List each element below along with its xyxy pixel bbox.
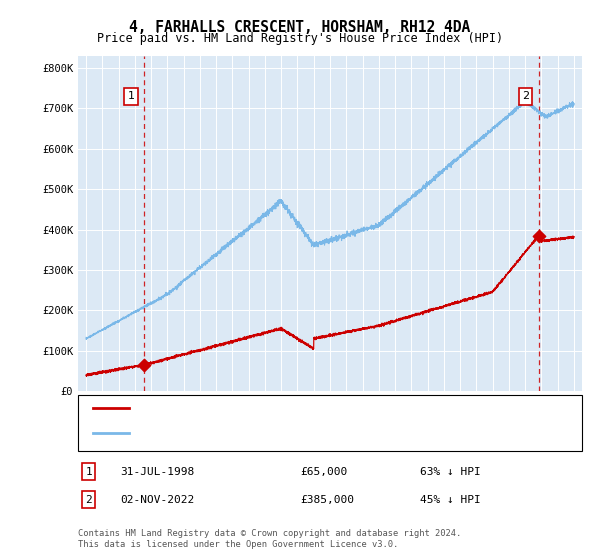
- Text: 31-JUL-1998: 31-JUL-1998: [120, 466, 194, 477]
- Text: 02-NOV-2022: 02-NOV-2022: [120, 494, 194, 505]
- Text: 1: 1: [85, 466, 92, 477]
- Text: 4, FARHALLS CRESCENT, HORSHAM, RH12 4DA (detached house): 4, FARHALLS CRESCENT, HORSHAM, RH12 4DA …: [138, 403, 488, 413]
- Text: Price paid vs. HM Land Registry's House Price Index (HPI): Price paid vs. HM Land Registry's House …: [97, 32, 503, 45]
- Point: [534, 231, 544, 240]
- Text: 45% ↓ HPI: 45% ↓ HPI: [420, 494, 481, 505]
- Text: £65,000: £65,000: [300, 466, 347, 477]
- Text: 4, FARHALLS CRESCENT, HORSHAM, RH12 4DA: 4, FARHALLS CRESCENT, HORSHAM, RH12 4DA: [130, 20, 470, 35]
- Text: HPI: Average price, detached house, Horsham: HPI: Average price, detached house, Hors…: [138, 428, 407, 438]
- Text: Contains HM Land Registry data © Crown copyright and database right 2024.
This d: Contains HM Land Registry data © Crown c…: [78, 529, 461, 549]
- Text: 1: 1: [128, 91, 135, 101]
- Point: [140, 361, 149, 370]
- Text: 63% ↓ HPI: 63% ↓ HPI: [420, 466, 481, 477]
- Text: £385,000: £385,000: [300, 494, 354, 505]
- Text: 2: 2: [522, 91, 529, 101]
- Text: 2: 2: [85, 494, 92, 505]
